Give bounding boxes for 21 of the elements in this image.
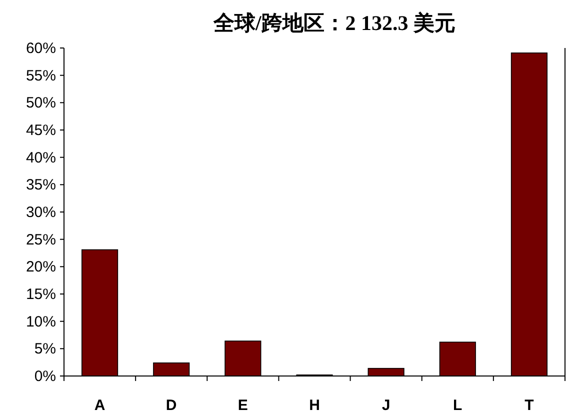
y-tick-label: 5% — [34, 340, 56, 358]
x-tick-label: E — [238, 397, 248, 414]
x-tick-label: D — [166, 397, 177, 414]
y-tick-label: 50% — [26, 94, 56, 112]
y-tick-label: 20% — [26, 258, 56, 276]
y-tick-label: 55% — [26, 67, 56, 84]
chart-title: 全球/跨地区：2 132.3 美元 — [212, 11, 456, 35]
x-tick-label: J — [382, 397, 390, 414]
y-tick-label: 0% — [34, 368, 56, 385]
y-tick-label: 35% — [26, 176, 56, 194]
y-tick-label: 40% — [26, 149, 56, 166]
x-tick-label: T — [524, 397, 534, 414]
y-tick-label: 60% — [26, 40, 56, 57]
y-tick-label: 15% — [26, 286, 56, 303]
y-tick-label: 30% — [26, 204, 56, 221]
x-tick-label: L — [453, 397, 462, 414]
y-tick-label: 45% — [26, 122, 56, 139]
y-tick-label: 10% — [26, 313, 56, 330]
x-tick-label: A — [94, 397, 106, 414]
y-tick-label: 25% — [26, 231, 56, 248]
x-tick-label: H — [309, 397, 320, 414]
